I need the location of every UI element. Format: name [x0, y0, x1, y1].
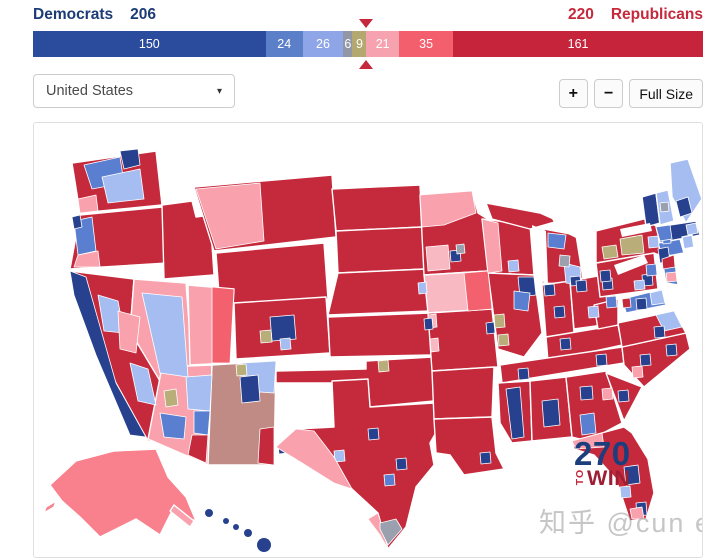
seat-bar-segment[interactable]: 24 [265, 31, 303, 57]
democrats-label: Democrats [33, 6, 114, 23]
logo-win: WIN [587, 465, 631, 490]
state-mi-up [485, 202, 559, 230]
state-sd [335, 226, 425, 274]
seat-bar-segment[interactable]: 150 [33, 31, 266, 57]
majority-marker-bottom [359, 60, 374, 69]
state-la [433, 416, 505, 476]
democrats-count: 206 [130, 6, 156, 23]
chevron-down-icon: ▾ [216, 85, 222, 97]
logo-270: 270 [574, 435, 631, 472]
seat-bar-segment[interactable]: 161 [453, 31, 703, 57]
us-house-districts-map[interactable] [34, 123, 702, 557]
majority-marker-top [359, 19, 374, 28]
state-tx [275, 378, 439, 550]
seat-totals: Democrats 206 220 Republicans [33, 0, 703, 24]
state-ak [49, 448, 197, 538]
logo-to: TO [573, 468, 586, 485]
region-select-value: United States [46, 83, 134, 99]
state-ri [681, 234, 695, 250]
state-ks [327, 312, 433, 358]
region-select[interactable]: United States ▾ [33, 74, 235, 108]
zoom-out-button[interactable]: − [593, 79, 624, 108]
state-hi [205, 509, 271, 552]
seat-bar-segment[interactable]: 21 [366, 31, 399, 57]
page: Democrats 206 220 Republicans 150 24 26 … [33, 0, 703, 558]
republicans-count: 220 [567, 6, 594, 23]
state-nd [331, 184, 423, 232]
full-size-button[interactable]: Full Size [629, 79, 703, 108]
republicans-label: Republicans [610, 6, 703, 23]
watermark: 知乎 @cun ese [539, 508, 702, 538]
270towin-logo: 270 TO WIN [573, 435, 631, 490]
map-districts-overlay[interactable] [69, 148, 699, 550]
alaska-hawaii[interactable] [43, 448, 271, 552]
zoom-in-button[interactable]: + [558, 79, 588, 108]
state-ar [431, 366, 495, 420]
map-container: 270 TO WIN 知乎 @cun ese [33, 122, 703, 558]
seat-bar-segment[interactable]: 9 [352, 31, 367, 57]
map-controls: United States ▾ + − Full Size [33, 74, 703, 108]
seat-bar-segment[interactable]: 26 [302, 31, 344, 57]
state-fl [571, 426, 655, 522]
great-lakes [532, 219, 652, 285]
seat-bar-segment[interactable]: 35 [398, 31, 454, 57]
seat-bar-segment[interactable]: 6 [343, 31, 353, 57]
state-ne [327, 268, 431, 316]
seat-bar: 150 24 26 6 9 21 35 161 [33, 19, 703, 69]
